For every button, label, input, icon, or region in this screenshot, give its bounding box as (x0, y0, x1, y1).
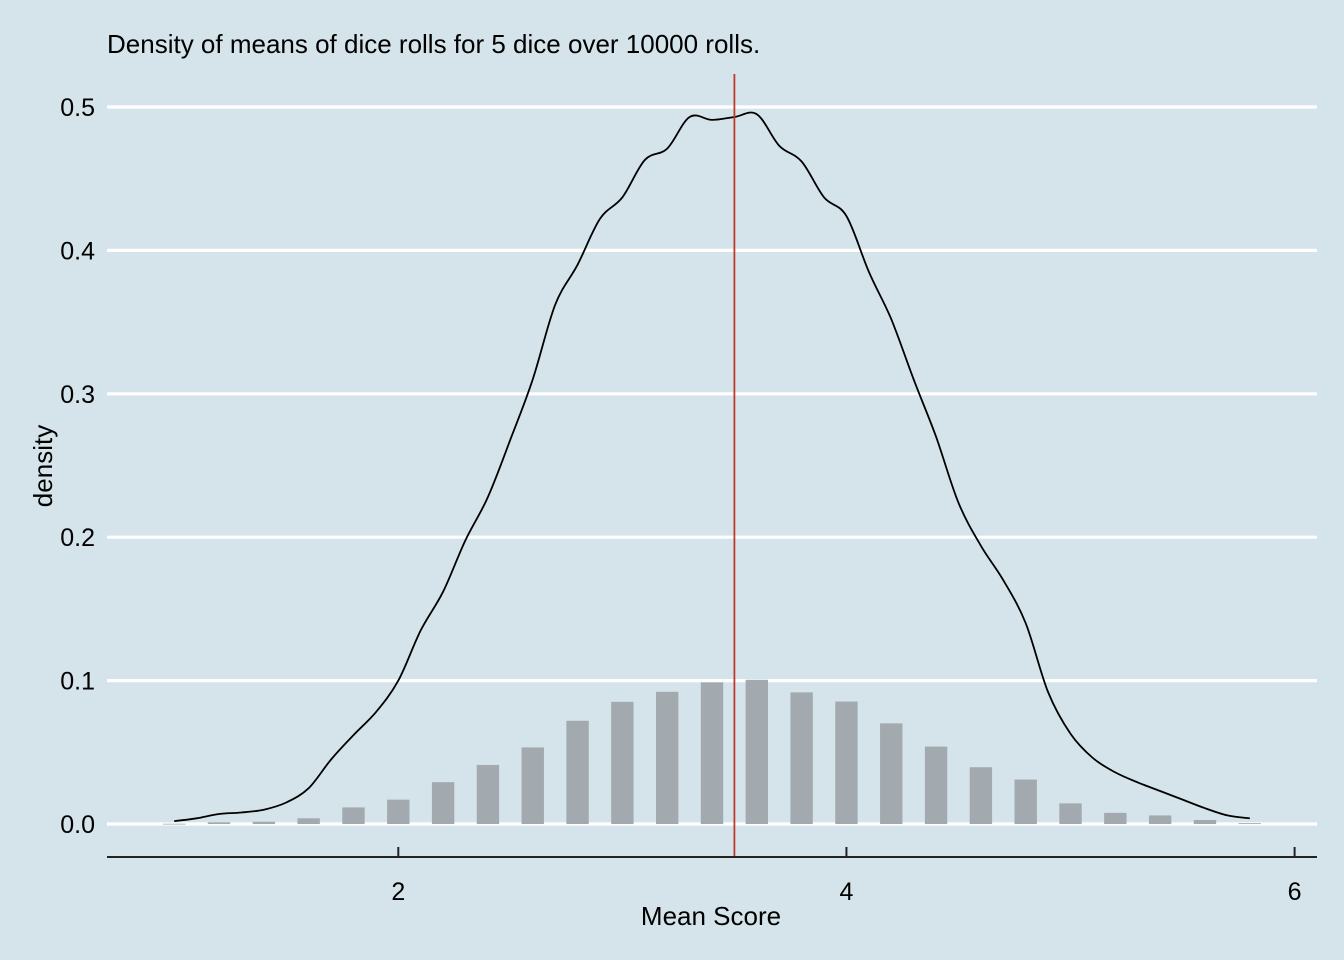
histogram-bar (521, 747, 544, 825)
histogram-bar (476, 764, 500, 825)
histogram-bar (566, 720, 589, 825)
histogram-bar (790, 692, 813, 825)
histogram-bar (611, 701, 634, 825)
y-tick-label: 0.2 (60, 524, 95, 552)
histogram-bar (1104, 812, 1127, 825)
histogram-bar (1148, 815, 1172, 825)
histogram-bar (745, 679, 769, 825)
histogram-bar (297, 818, 320, 825)
y-axis-title: density (28, 425, 58, 507)
histogram-bar (207, 822, 231, 825)
histogram-bar (655, 691, 679, 825)
histogram-bar (924, 746, 948, 825)
y-tick-label: 0.0 (60, 811, 95, 839)
histogram-bar (969, 767, 993, 825)
histogram-bar (1014, 779, 1037, 825)
axes: 2 4 6 (107, 847, 1317, 906)
histogram-bar (252, 821, 276, 825)
y-tick-label: 0.4 (60, 237, 95, 265)
y-tick-label: 0.1 (60, 668, 95, 696)
grid-lines: 0.0 0.1 0.2 0.3 0.4 0.5 (60, 94, 1317, 839)
y-tick-label: 0.5 (60, 94, 95, 122)
chart-title: Density of means of dice rolls for 5 dic… (107, 29, 760, 59)
y-tick-label: 0.3 (60, 381, 95, 409)
histogram-bar (342, 807, 365, 825)
density-curve-layer (174, 111, 1250, 822)
histogram-bar (880, 723, 903, 825)
histogram-bar (1193, 820, 1217, 825)
x-tick-label: 6 (1288, 878, 1302, 906)
histogram-bar (1059, 803, 1082, 825)
histogram-bars (163, 679, 1261, 825)
x-axis-title: Mean Score (641, 901, 781, 931)
density-curve (174, 111, 1250, 822)
histogram-bar (387, 799, 410, 825)
histogram-bar (1238, 823, 1261, 825)
x-tick-label: 4 (839, 878, 853, 906)
x-tick-label: 2 (391, 878, 405, 906)
histogram-bar (700, 682, 724, 825)
histogram-bar (835, 701, 858, 825)
histogram-bar (163, 823, 186, 825)
histogram-bar (431, 782, 455, 825)
